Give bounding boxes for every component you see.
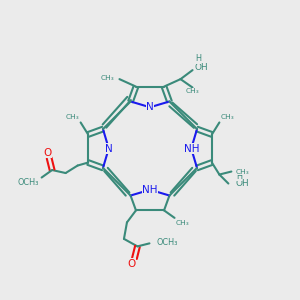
Text: CH₃: CH₃ — [186, 88, 200, 94]
Text: NH: NH — [184, 143, 199, 154]
Text: CH₃: CH₃ — [100, 75, 114, 81]
Text: H: H — [195, 54, 201, 63]
Text: OH: OH — [195, 63, 208, 72]
Text: O: O — [127, 259, 136, 269]
Text: N: N — [105, 143, 112, 154]
Text: O: O — [44, 148, 52, 158]
Text: CH₃: CH₃ — [176, 220, 190, 226]
Text: CH₃: CH₃ — [65, 114, 79, 120]
Text: H: H — [236, 172, 242, 181]
Text: NH: NH — [142, 185, 158, 195]
Text: CH₃: CH₃ — [236, 169, 249, 175]
Text: OCH₃: OCH₃ — [156, 238, 177, 247]
Text: N: N — [146, 102, 154, 112]
Text: CH₃: CH₃ — [221, 114, 235, 120]
Text: OH: OH — [236, 179, 250, 188]
Text: OCH₃: OCH₃ — [17, 178, 39, 187]
